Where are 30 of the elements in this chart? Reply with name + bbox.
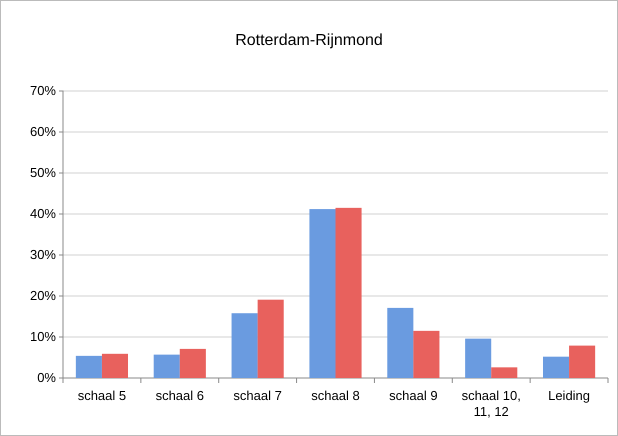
- y-tick-label: 30%: [30, 247, 56, 262]
- chart-title: Rotterdam-Rijnmond: [235, 32, 383, 49]
- x-tick-label: Leiding: [548, 388, 590, 403]
- y-tick-label: 20%: [30, 288, 56, 304]
- bar: [76, 356, 102, 378]
- x-tick-label: schaal 6: [156, 388, 204, 403]
- x-tick-label: schaal 8: [311, 388, 360, 403]
- bar: [465, 338, 492, 378]
- x-tick-label: schaal 10, 11, 12: [462, 388, 521, 419]
- bar: [542, 356, 570, 378]
- bar: [387, 308, 414, 378]
- bar: [309, 209, 336, 378]
- bar: [102, 354, 128, 378]
- bar: [232, 313, 258, 378]
- y-tick-label: 60%: [30, 124, 56, 140]
- x-tick-label: schaal 9: [389, 388, 438, 403]
- y-tick-label: 70%: [30, 83, 56, 98]
- y-tick-label: 40%: [30, 206, 56, 222]
- bar: [180, 348, 206, 378]
- bar: [413, 330, 440, 378]
- y-tick-label: 10%: [30, 329, 56, 344]
- bar: [258, 300, 284, 378]
- bar: [336, 208, 362, 378]
- y-tick-label: 50%: [30, 165, 56, 180]
- x-tick-label: schaal 5: [78, 388, 126, 403]
- y-tick-label: 0%: [37, 370, 56, 386]
- bar: [491, 367, 518, 378]
- x-tick-label: schaal 7: [233, 388, 282, 403]
- bar: [154, 354, 180, 378]
- bar: [569, 346, 596, 378]
